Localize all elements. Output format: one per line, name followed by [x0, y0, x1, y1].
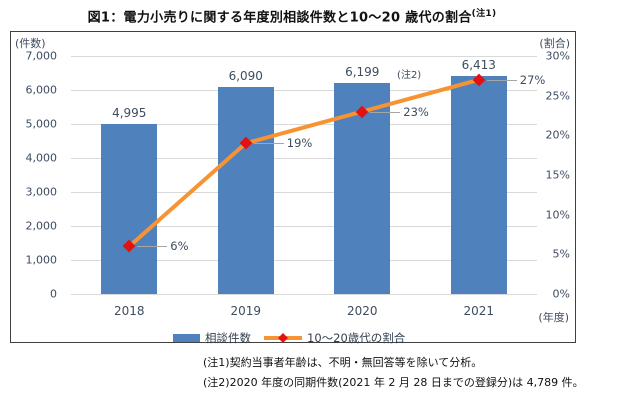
point-percentage-label: 19%	[286, 136, 313, 151]
right-axis-tick: 0%	[552, 287, 570, 301]
bar-value-label: 6,199 (注2)	[345, 65, 422, 82]
left-axis-tick: 0	[50, 287, 57, 301]
gridline	[71, 158, 537, 159]
gridline	[71, 56, 537, 57]
footnote-1: (注1)契約当事者年齢は、不明・無回答等を除いて分析。	[203, 356, 483, 369]
bar-value-label: 6,090	[228, 68, 263, 83]
left-axis-tick: 3,000	[25, 185, 58, 199]
gridline	[71, 124, 537, 125]
left-axis-tick: 2,000	[25, 219, 58, 233]
point-leader-line	[253, 143, 284, 145]
point-leader-line	[486, 79, 517, 81]
legend-label-line: 10〜20歳代の割合	[307, 331, 406, 345]
x-axis-label-2018: 2018	[113, 304, 145, 318]
bar-value-label: 4,995	[112, 106, 147, 121]
right-axis-tick: 10%	[545, 208, 570, 222]
right-axis-tick: 30%	[545, 49, 570, 63]
point-leader-line	[137, 246, 168, 248]
gridline	[71, 192, 537, 193]
bar-label-footnote-ref: (注2)	[397, 70, 422, 82]
line-diamond-swatch-icon	[264, 333, 302, 343]
point-percentage-label: 23%	[403, 104, 429, 119]
footnote-2: (注2)2020 年度の同期件数(2021 年 2 月 28 日までの登録分)は…	[203, 375, 584, 389]
right-axis-title: (割合)	[539, 37, 570, 50]
gridline	[71, 226, 537, 227]
point-percentage-label: 6%	[170, 239, 189, 254]
point-percentage-label: 27%	[519, 72, 546, 87]
right-axis-tick: 25%	[545, 89, 570, 103]
left-axis-tick: 6,000	[25, 83, 58, 97]
bar-2019	[217, 86, 274, 294]
x-axis-label-2021: 2021	[463, 304, 495, 318]
bar-value-label: 6,413	[461, 57, 496, 72]
left-axis-tick: 7,000	[25, 49, 58, 63]
bar-2021	[450, 75, 507, 294]
x-axis-label-2019: 2019	[230, 304, 262, 318]
legend-item-bars: 相談件数	[173, 330, 251, 346]
x-axis-label-2020: 2020	[346, 304, 378, 318]
left-axis-tick: 1,000	[25, 253, 58, 267]
line-series	[127, 77, 481, 249]
gridline	[71, 260, 537, 261]
chart-title: 図1：電力小売りに関する年度別相談件数と10〜20 歳代の割合(注1)	[0, 6, 584, 25]
legend-item-line: 10〜20歳代の割合	[264, 330, 405, 346]
gridline	[71, 294, 537, 295]
footnotes: (注1)契約当事者年齢は、不明・無回答等を除いて分析。 (注2)2020 年度の…	[203, 353, 584, 392]
bar-swatch-icon	[173, 334, 200, 342]
point-leader-line	[370, 111, 401, 113]
right-axis-tick: 20%	[545, 128, 570, 142]
legend: 相談件数 10〜20歳代の割合	[173, 330, 405, 346]
x-axis-unit: (年度)	[538, 311, 569, 324]
chart-title-footnote-ref: (注1)	[471, 9, 497, 19]
left-axis-tick: 4,000	[25, 151, 58, 165]
bar-2018	[101, 124, 158, 294]
left-axis-tick: 5,000	[25, 117, 58, 131]
right-axis-tick: 15%	[545, 168, 570, 182]
chart-title-text: 図1：電力小売りに関する年度別相談件数と10〜20 歳代の割合	[87, 10, 472, 26]
left-axis-title: (件数)	[15, 37, 46, 50]
gridline	[71, 90, 537, 91]
plot-area: 0 1,000 2,000 3,000 4,000 5,000 6,000 7,000 0% 5%…	[11, 32, 575, 342]
right-axis-tick: 5%	[552, 247, 570, 261]
chart-frame: (件数) (割合) 0 1,000 2,000 3,000 4,000 5,000 6,00…	[10, 31, 576, 346]
legend-label-bars: 相談件数	[205, 331, 251, 345]
